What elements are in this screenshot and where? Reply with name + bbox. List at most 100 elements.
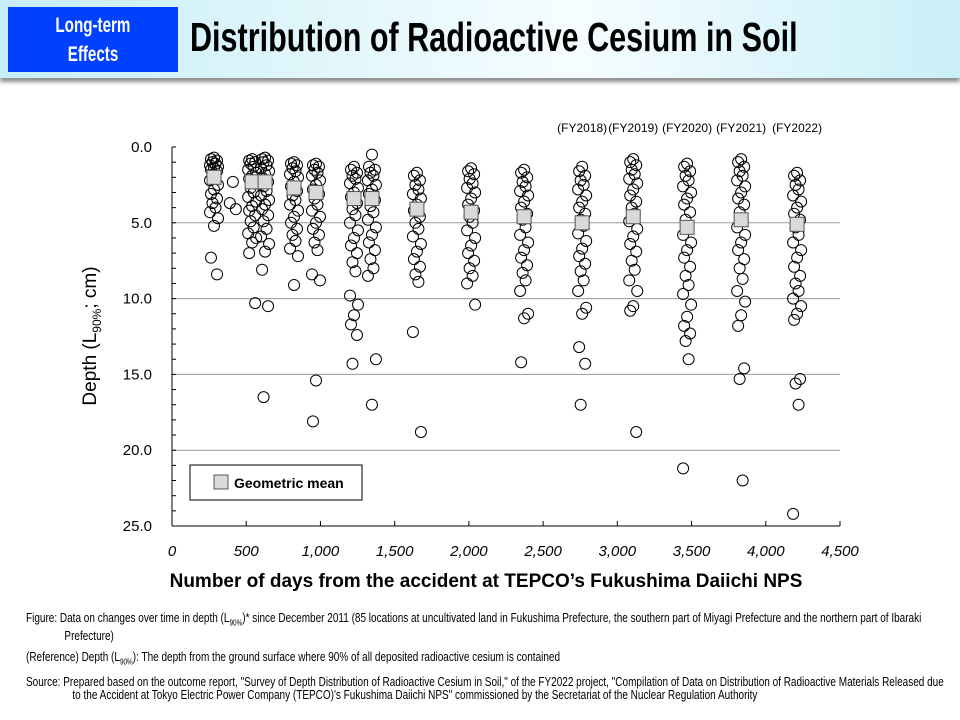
data-point bbox=[350, 328, 363, 341]
x-tick-label: 1,000 bbox=[302, 543, 340, 560]
geometric-mean-marker bbox=[308, 184, 324, 200]
geometric-mean-marker bbox=[257, 174, 273, 190]
data-point bbox=[288, 278, 301, 291]
geometric-mean-marker bbox=[286, 180, 302, 196]
data-point bbox=[369, 221, 382, 234]
data-point bbox=[684, 327, 697, 340]
data-point bbox=[580, 301, 593, 314]
data-point bbox=[409, 216, 422, 229]
data-point bbox=[576, 195, 589, 208]
data-points bbox=[204, 148, 808, 520]
data-point bbox=[624, 189, 637, 202]
badge-line-2: Effects bbox=[67, 42, 119, 66]
fy-label: (FY2022) bbox=[772, 121, 822, 135]
data-point bbox=[407, 169, 420, 182]
data-point bbox=[369, 178, 382, 191]
data-point bbox=[286, 228, 299, 241]
data-point bbox=[681, 157, 694, 170]
data-point bbox=[576, 307, 589, 320]
data-point bbox=[789, 377, 802, 390]
data-point bbox=[313, 210, 326, 223]
data-point bbox=[211, 268, 224, 281]
data-point bbox=[212, 212, 225, 225]
data-point bbox=[263, 194, 276, 207]
data-point bbox=[305, 204, 318, 217]
data-point bbox=[257, 156, 270, 169]
data-point bbox=[262, 300, 275, 313]
legend-marker-square bbox=[213, 474, 229, 490]
data-point bbox=[346, 256, 359, 269]
data-point bbox=[630, 426, 643, 439]
data-point bbox=[678, 198, 691, 211]
data-point bbox=[309, 157, 322, 170]
legend: Geometric mean bbox=[189, 464, 363, 501]
data-point bbox=[518, 244, 531, 257]
fiscal-year-annotations: (FY2018) (FY2019) (FY2020) (FY2021) (FY2022) bbox=[557, 121, 822, 135]
data-point bbox=[346, 357, 359, 370]
reference-note: (Reference) Depth (L90%): The depth from… bbox=[26, 649, 561, 666]
data-point bbox=[788, 260, 801, 273]
geometric-mean-marker bbox=[364, 191, 380, 207]
x-tick-label: 3,500 bbox=[673, 543, 711, 560]
x-tick-label: 2,000 bbox=[449, 543, 488, 560]
data-point bbox=[684, 206, 697, 219]
geometric-mean-marker bbox=[463, 204, 479, 220]
data-point bbox=[682, 278, 695, 291]
data-point bbox=[291, 222, 304, 235]
data-point bbox=[313, 274, 326, 287]
data-point bbox=[362, 236, 375, 249]
geometric-mean-marker bbox=[789, 216, 805, 232]
data-point bbox=[514, 285, 527, 298]
data-point bbox=[256, 203, 269, 216]
x-tick-label: 4,000 bbox=[747, 543, 785, 560]
data-point bbox=[309, 374, 322, 387]
data-point bbox=[739, 228, 752, 241]
y-tick-label: 0.0 bbox=[131, 139, 152, 156]
data-point bbox=[312, 228, 325, 241]
data-point bbox=[246, 153, 259, 166]
data-point bbox=[250, 231, 263, 244]
data-point bbox=[631, 177, 644, 190]
geometric-mean-marker bbox=[574, 215, 590, 231]
data-point bbox=[351, 298, 364, 311]
data-point bbox=[791, 201, 804, 214]
data-point bbox=[624, 304, 637, 317]
data-point bbox=[579, 257, 592, 270]
data-point bbox=[515, 251, 528, 264]
data-point bbox=[738, 362, 751, 375]
data-point bbox=[255, 230, 268, 243]
data-point bbox=[573, 165, 586, 178]
data-point bbox=[678, 251, 691, 264]
data-point bbox=[624, 238, 637, 251]
data-point bbox=[256, 263, 269, 276]
data-point bbox=[286, 162, 299, 175]
data-point bbox=[736, 474, 749, 487]
data-point bbox=[518, 195, 531, 208]
geometric-mean-marker bbox=[346, 191, 362, 207]
data-point bbox=[627, 153, 640, 166]
data-point bbox=[413, 260, 426, 273]
data-point bbox=[518, 163, 531, 176]
data-point bbox=[288, 156, 301, 169]
data-point bbox=[204, 206, 217, 219]
data-point bbox=[344, 239, 357, 252]
data-point bbox=[733, 262, 746, 275]
data-point bbox=[259, 245, 272, 258]
data-point bbox=[681, 192, 694, 205]
data-point bbox=[412, 222, 425, 235]
data-point bbox=[572, 183, 585, 196]
data-point bbox=[577, 274, 590, 287]
data-point bbox=[344, 318, 357, 331]
data-point bbox=[361, 213, 374, 226]
data-point bbox=[205, 187, 218, 200]
data-point bbox=[250, 195, 263, 208]
data-point bbox=[308, 163, 321, 176]
data-point bbox=[735, 236, 748, 249]
data-point bbox=[249, 297, 262, 310]
data-point bbox=[205, 251, 218, 264]
data-point bbox=[343, 289, 356, 302]
data-point bbox=[308, 236, 321, 249]
data-point bbox=[580, 234, 593, 247]
data-point bbox=[631, 285, 644, 298]
data-point bbox=[364, 166, 377, 179]
